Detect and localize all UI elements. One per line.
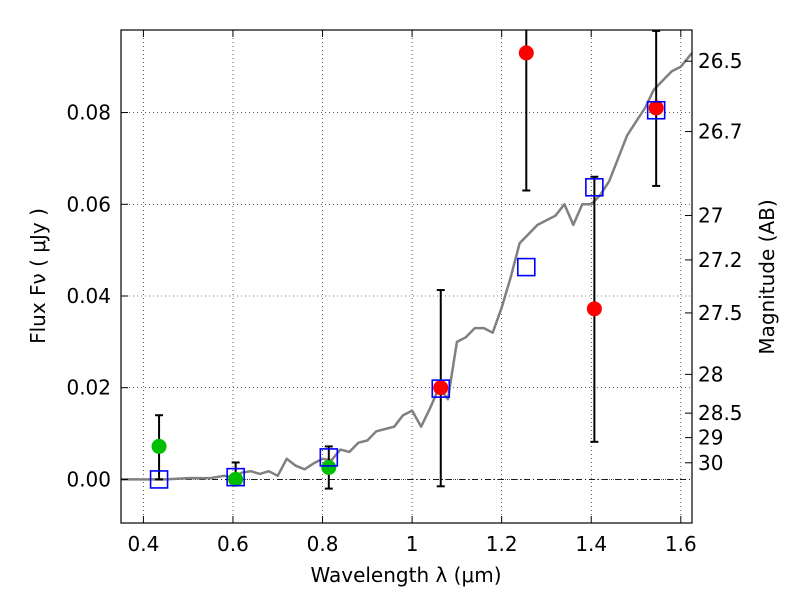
model-spectrum-line <box>121 52 693 481</box>
green-data-point <box>321 460 337 476</box>
magnitude-tick-label: 27 <box>698 204 723 228</box>
x-axis-title: Wavelength λ (μm) <box>310 563 501 587</box>
red-data-point <box>518 45 534 61</box>
y-tick-label: 0.06 <box>66 192 111 216</box>
y-axis-title: Flux Fν ( μJy ) <box>26 208 50 344</box>
x-tick-label: 0.4 <box>127 532 159 556</box>
magnitude-tick-label: 27.2 <box>698 248 743 272</box>
y-tick-label: 0.08 <box>66 101 111 125</box>
data-points-layer <box>149 45 666 489</box>
magnitude-tick-label: 29 <box>698 426 723 450</box>
x-tick-label: 0.8 <box>307 532 339 556</box>
red-data-point <box>586 301 602 317</box>
green-data-point <box>228 471 244 487</box>
y-ticks: 0.00 0.02 0.04 0.06 0.08 <box>66 101 128 491</box>
model-photometry-square <box>319 448 339 467</box>
x-tick-label: 1 <box>406 532 419 556</box>
green-data-point <box>151 438 167 454</box>
model-photometry-square <box>431 379 451 398</box>
magnitude-tick-label: 26.5 <box>698 49 743 73</box>
x-tick-label: 0.6 <box>217 532 249 556</box>
x-ticks: 0.4 0.6 0.8 1 1.2 1.4 1.6 <box>127 30 697 556</box>
x-tick-label: 1.6 <box>665 532 697 556</box>
red-data-point <box>648 100 664 116</box>
y-tick-label: 0.04 <box>66 284 111 308</box>
magnitude-axis-title: Magnitude (AB) <box>755 199 779 354</box>
error-bars-layer <box>155 29 661 490</box>
model-photometry-square <box>226 467 245 487</box>
model-photometry-square <box>149 470 169 489</box>
magnitude-tick-label: 28 <box>698 362 723 386</box>
model-spectrum-layer <box>121 52 693 481</box>
magnitude-tick-label: 28.5 <box>698 401 743 425</box>
model-photometry-square <box>516 257 536 277</box>
magnitude-tick-label: 30 <box>698 451 723 475</box>
y-tick-label: 0.00 <box>66 467 111 491</box>
red-data-point <box>433 380 449 396</box>
model-photometry-square <box>585 178 604 197</box>
y-tick-label: 0.02 <box>66 376 111 400</box>
magnitude-tick-label: 26.7 <box>698 120 743 144</box>
magnitude-tick-label: 27.5 <box>698 301 743 325</box>
x-tick-label: 1.4 <box>575 532 607 556</box>
grid-lines <box>121 30 692 523</box>
model-photometry-square <box>646 100 666 120</box>
x-tick-label: 1.2 <box>486 532 518 556</box>
plot-frame <box>120 29 693 524</box>
